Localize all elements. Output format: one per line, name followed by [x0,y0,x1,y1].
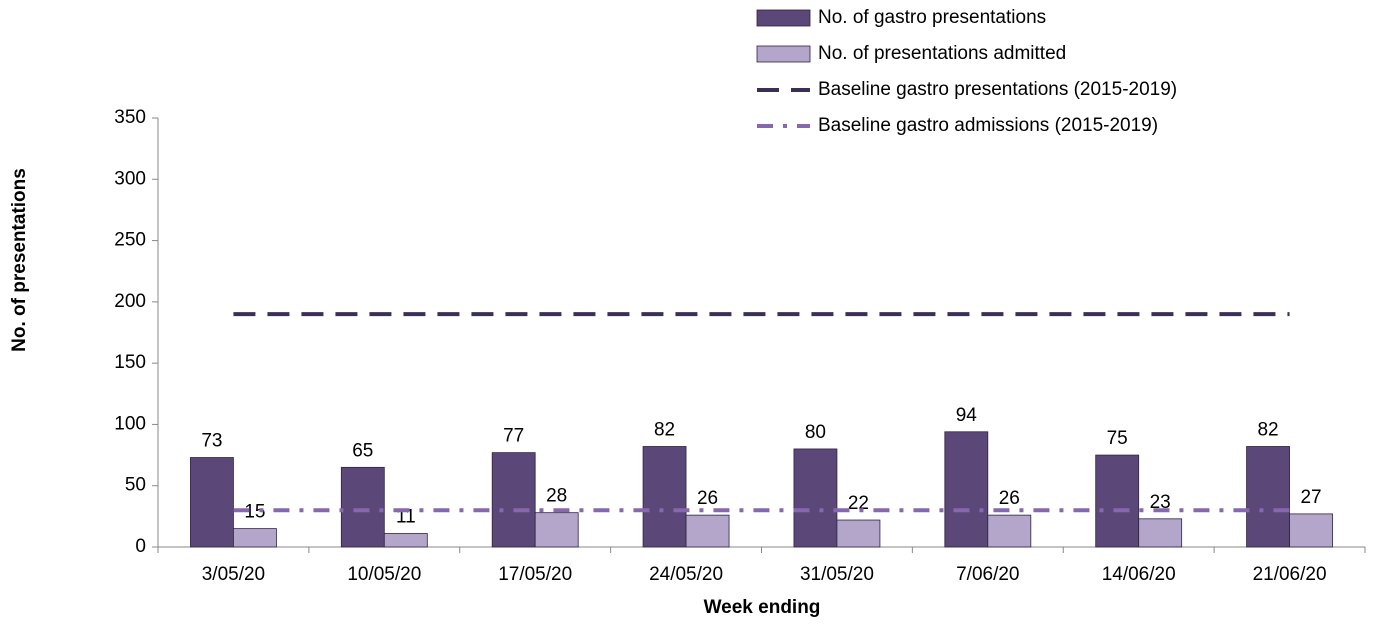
data-label: 65 [352,440,373,461]
x-tick-label: 17/05/20 [498,564,572,585]
bar [534,512,579,548]
bar [793,448,838,548]
bar [685,514,730,548]
legend-label: Baseline gastro presentations (2015-2019… [818,79,1177,100]
data-label: 73 [201,431,222,452]
data-label: 26 [697,488,718,509]
bar [190,457,234,548]
bar [642,446,687,548]
bar [491,452,536,548]
data-label: 80 [805,422,826,443]
y-tick-label: 0 [135,536,146,557]
data-label: 75 [1107,428,1128,449]
bar [987,514,1032,548]
legend-label: Baseline gastro admissions (2015-2019) [818,115,1158,136]
y-tick-label: 350 [114,107,146,128]
data-label: 23 [1150,492,1171,513]
legend-swatch [756,45,811,63]
data-label: 15 [244,502,265,523]
y-axis-title: No. of presentations [9,168,30,352]
x-tick-label: 10/05/20 [347,564,421,585]
bar [1289,513,1333,548]
legend-label: No. of gastro presentations [818,7,1046,28]
bar [1246,446,1290,548]
x-tick-label: 14/06/20 [1102,564,1176,585]
y-tick-label: 300 [114,168,146,189]
data-label: 27 [1300,487,1321,508]
y-tick-label: 50 [125,475,146,496]
bar [233,528,277,548]
bar [340,466,385,548]
bar [1138,518,1183,548]
legend-label: No. of presentations admitted [818,43,1066,64]
y-tick-label: 200 [114,291,146,312]
data-label: 28 [546,486,567,507]
data-label: 26 [999,488,1020,509]
bar [944,431,989,548]
bar [836,519,881,548]
data-label: 94 [956,405,978,426]
bar [383,533,428,548]
y-tick-label: 100 [114,413,146,434]
data-label: 77 [503,426,524,447]
x-axis-title: Week ending [704,597,821,618]
data-label: 82 [1257,420,1278,441]
legend-swatch [756,9,811,27]
x-tick-label: 24/05/20 [649,564,723,585]
x-tick-label: 3/05/20 [202,564,265,585]
y-tick-label: 150 [114,352,146,373]
data-label: 82 [654,420,675,441]
bar [1095,454,1140,548]
x-tick-label: 21/06/20 [1253,564,1327,585]
y-tick-label: 250 [114,230,146,251]
x-tick-label: 31/05/20 [800,564,874,585]
data-label: 22 [848,493,869,514]
x-tick-label: 7/06/20 [956,564,1019,585]
